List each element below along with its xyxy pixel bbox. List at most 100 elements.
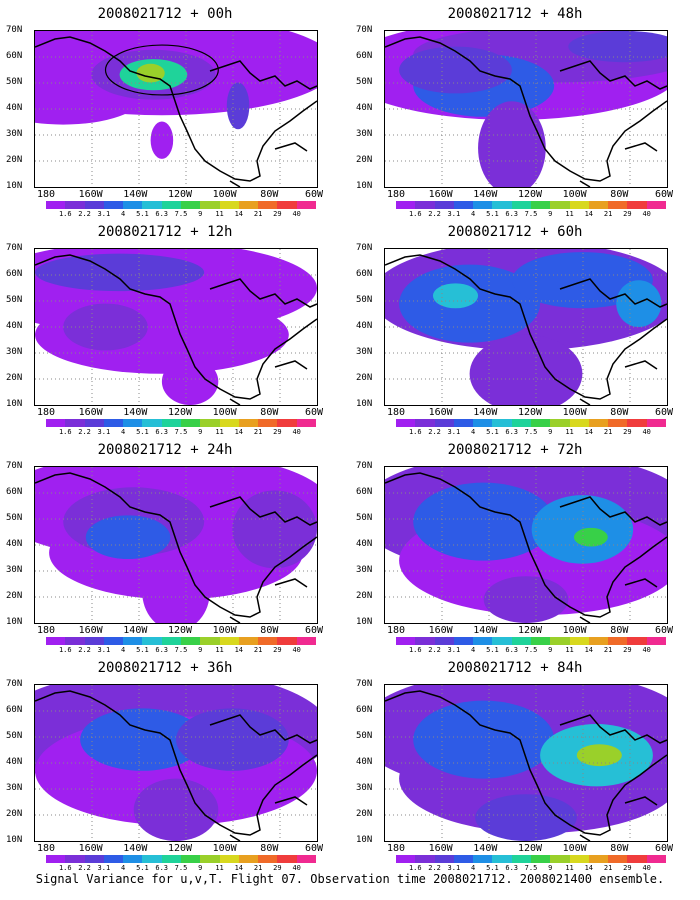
colorbar-swatch [65,201,85,209]
coastline [35,472,317,623]
colorbar-label: 7.5 [174,864,188,872]
colorbar-label: 21 [603,864,613,872]
colorbar-label: 3.1 [97,428,111,436]
colorbar-swatch [530,419,551,427]
colorbar-swatch [180,855,201,863]
colorbar-label: 2.2 [78,428,91,436]
lon-label: 100W [212,189,237,200]
variance-contour [568,31,667,63]
colorbar-label: 40 [642,646,651,654]
lon-label: 100W [562,843,587,854]
lat-label: 60N [6,487,23,497]
map-area [384,248,668,406]
lon-label: 60W [654,189,674,200]
lon-label: 80W [610,843,629,854]
lon-label: 140W [123,407,148,418]
colorbar-label: 40 [292,428,301,436]
colorbar-label: 21 [603,646,613,654]
map-area [384,684,668,842]
lat-label: 30N [356,783,373,793]
colorbar-swatch [530,201,551,209]
colorbar-label: 40 [292,864,301,872]
colorbar-swatch [103,855,124,863]
variance-contour [226,82,250,130]
lon-label: 80W [610,407,629,418]
lon-label: 60W [304,625,324,636]
coastline [35,254,317,405]
colorbar-label: 5.1 [136,646,149,654]
colorbar-label: 4 [121,210,126,218]
lat-label: 30N [6,565,23,575]
colorbar-label: 9 [548,646,553,654]
colorbar-swatch [434,855,454,863]
lon-label: 120W [517,625,543,636]
colorbar-swatch [453,637,474,645]
colorbar-label: 5.1 [486,210,499,218]
colorbar-label: 4 [471,210,476,218]
lat-label: 40N [356,103,373,113]
colorbar [46,419,316,427]
lon-label: 100W [212,407,237,418]
lat-label: 50N [356,731,373,741]
lat-label: 70N [356,461,373,471]
colorbar-label: 11 [565,428,574,436]
colorbar-label: 9 [198,864,203,872]
colorbar-label: 7.5 [174,428,188,436]
colorbar-label: 14 [234,864,244,872]
colorbar-swatch [588,637,609,645]
lat-label: 70N [6,461,23,471]
colorbar-swatch [103,419,124,427]
colorbar-label: 3.1 [97,646,111,654]
colorbar-label: 29 [623,210,632,218]
colorbar-swatch [258,637,278,645]
colorbar-swatch [608,855,628,863]
colorbar-swatch [123,419,143,427]
lat-label: 70N [356,679,373,689]
colorbar-label: 1.6 [408,210,422,218]
lon-label: 60W [654,407,674,418]
map-area [384,30,668,188]
colorbar-swatch [142,419,162,427]
lon-label: 60W [654,843,674,854]
variance-field [35,467,317,623]
colorbar [46,201,316,209]
colorbar-label: 6.3 [505,210,519,218]
lat-label: 40N [6,757,23,767]
colorbar-label: 29 [273,646,282,654]
lat-label: 60N [356,487,373,497]
panel-title: 2008021712 + 24h [97,442,233,458]
lat-label: 20N [6,373,23,383]
colorbar-swatch [277,419,297,427]
colorbar-label: 4 [471,646,476,654]
lon-label: 180 [386,625,406,636]
lat-label: 50N [6,731,23,741]
colorbar-label: 5.1 [136,210,149,218]
colorbar-swatch [161,855,181,863]
colorbar-label: 2.2 [78,864,91,872]
colorbar-label: 14 [584,646,594,654]
lon-label: 120W [167,407,193,418]
colorbar-label: 3.1 [447,646,461,654]
coastline [385,254,667,405]
colorbar-swatch [434,637,454,645]
lat-label: 60N [356,269,373,279]
colorbar-swatch [473,637,493,645]
lon-label: 180 [386,189,406,200]
colorbar-label: 2.2 [78,210,91,218]
colorbar-swatch [161,201,181,209]
variance-contour [150,121,174,159]
colorbar-label: 7.5 [524,646,538,654]
colorbar-swatch [646,201,666,209]
colorbar-label: 4 [121,428,126,436]
colorbar-label: 2.2 [78,646,91,654]
colorbar-label: 11 [565,210,574,218]
colorbar-swatch [258,419,278,427]
lat-label: 40N [6,539,23,549]
lon-label: 160W [78,843,103,854]
lon-label: 80W [260,407,279,418]
lat-label: 20N [356,591,373,601]
colorbar-swatch [646,419,666,427]
colorbar-label: 40 [642,864,651,872]
colorbar-swatch [511,855,531,863]
lat-label: 60N [356,51,373,61]
